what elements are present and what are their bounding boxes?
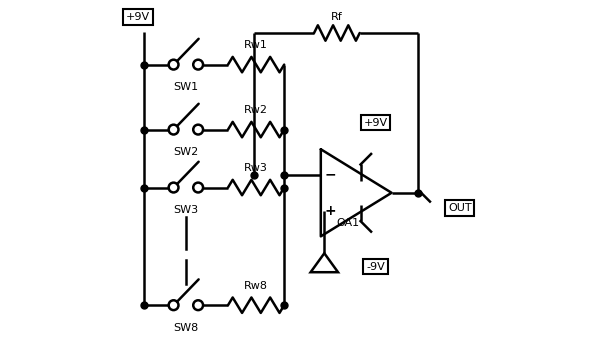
Text: SW3: SW3: [173, 205, 199, 215]
Text: Rw3: Rw3: [244, 163, 268, 173]
Text: SW1: SW1: [173, 82, 199, 92]
Text: Rf: Rf: [331, 12, 343, 22]
Text: Rw1: Rw1: [244, 40, 268, 50]
Text: SW2: SW2: [173, 147, 199, 158]
Text: +: +: [325, 204, 337, 218]
Text: −: −: [325, 167, 337, 182]
Text: Rw8: Rw8: [244, 281, 268, 291]
Text: OUT: OUT: [448, 203, 472, 213]
Text: +9V: +9V: [364, 118, 388, 127]
Text: Rw2: Rw2: [244, 105, 268, 115]
Text: OA1: OA1: [337, 218, 359, 228]
Text: +9V: +9V: [125, 12, 150, 22]
Text: SW8: SW8: [173, 323, 199, 333]
Text: -9V: -9V: [366, 262, 385, 272]
